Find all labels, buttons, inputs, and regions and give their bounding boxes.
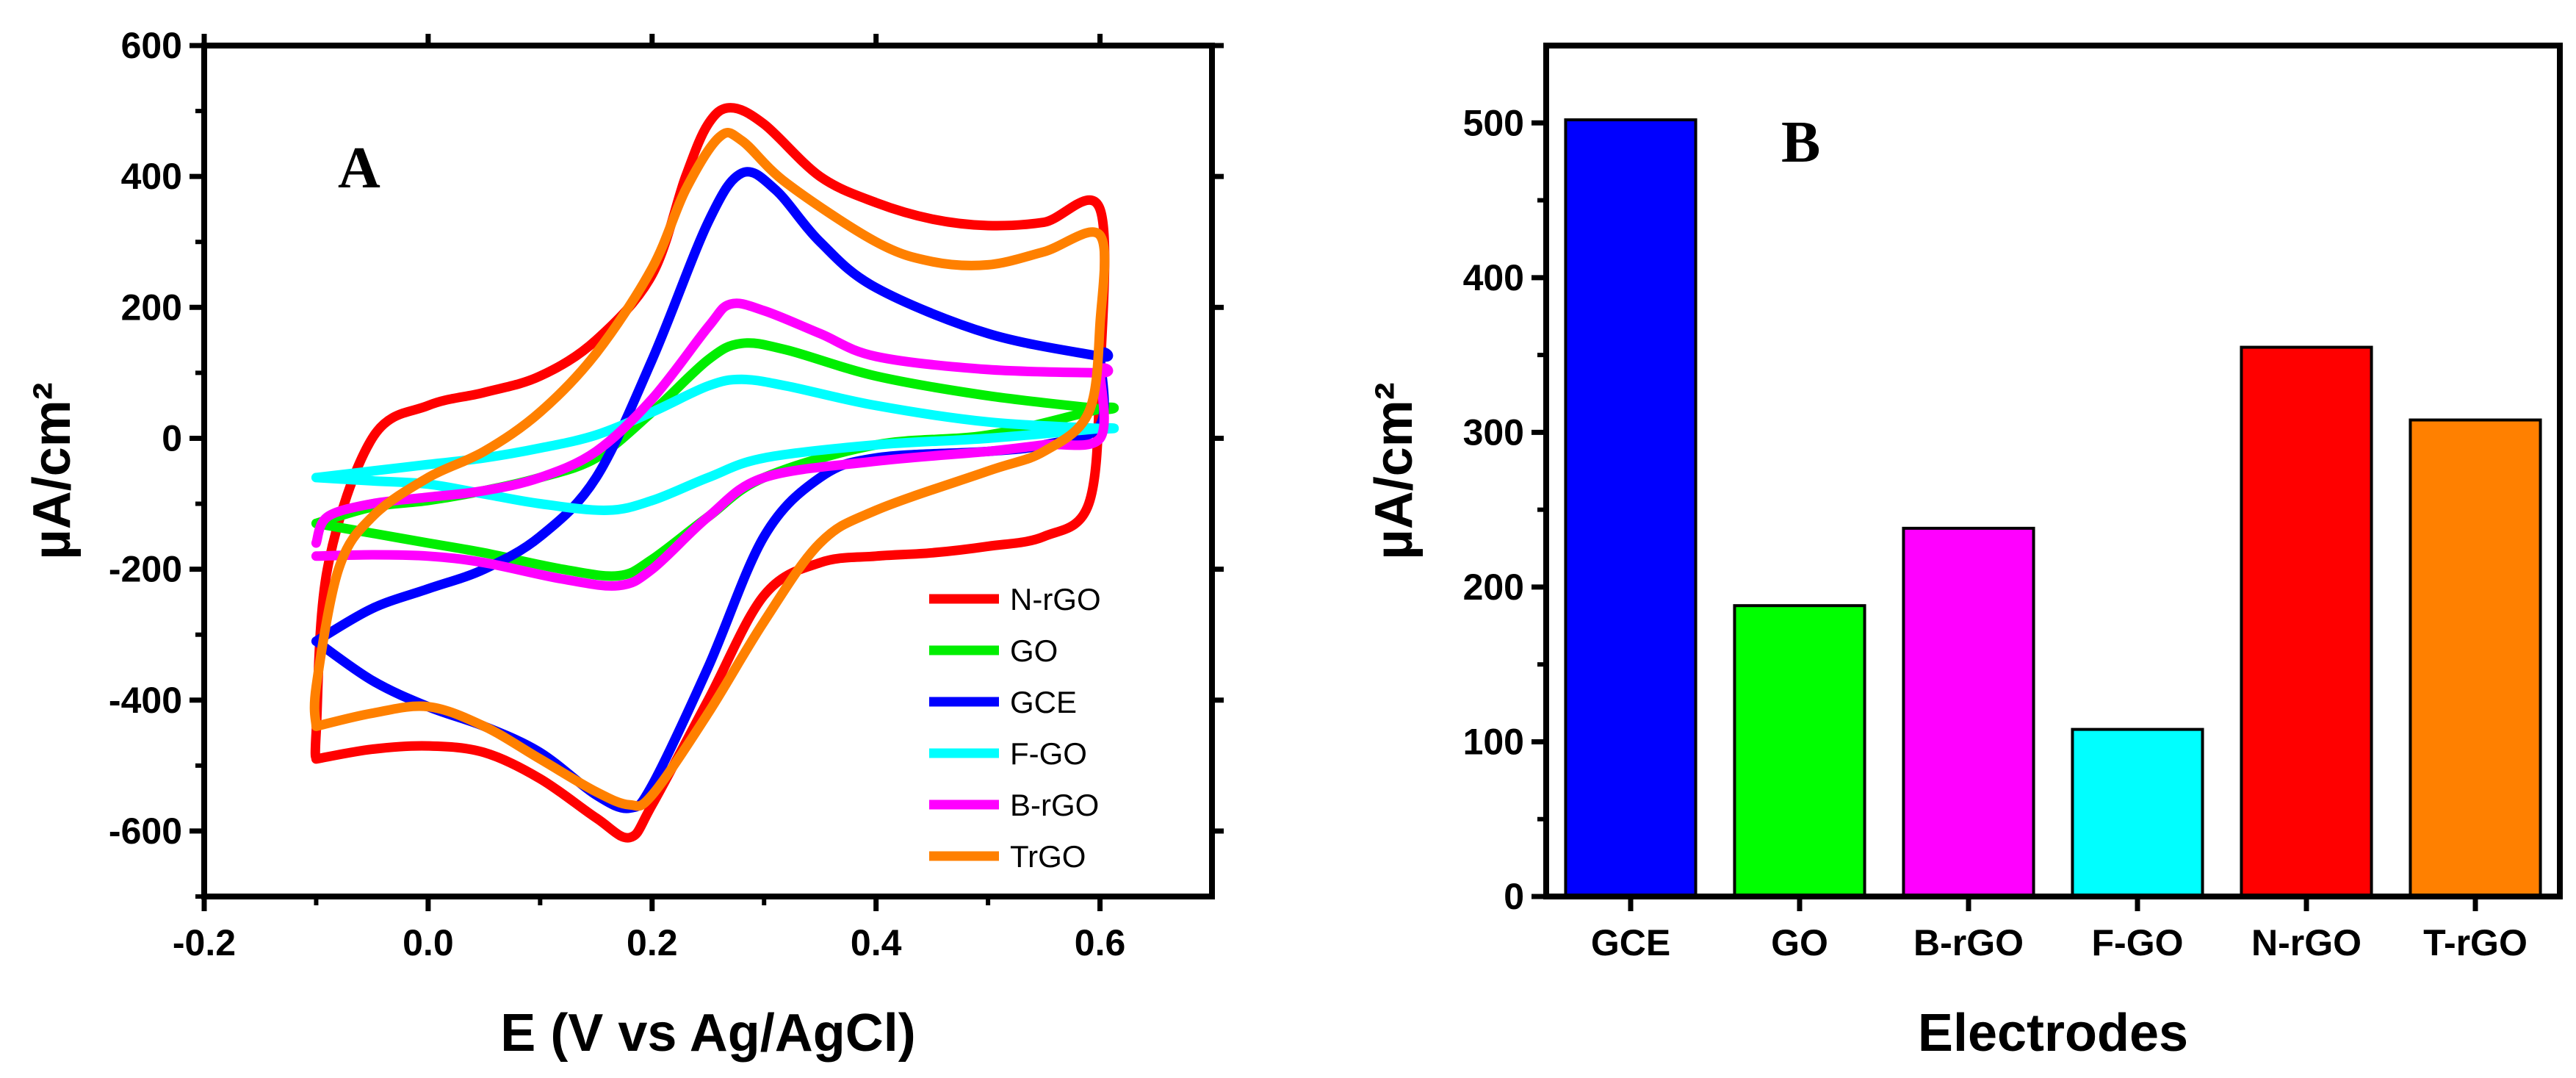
y-tick-label: 0 bbox=[162, 417, 182, 459]
y-tick-label: 400 bbox=[1463, 257, 1524, 298]
panel-a: -0.2 0.0 0.2 0.4 0.6 6004002000-200-400-600 … bbox=[23, 25, 1224, 1063]
x-tick-label: 0.6 bbox=[1075, 922, 1126, 963]
category-label-b-rgo: B-rGO bbox=[1913, 922, 2024, 963]
cv-curve-trgo bbox=[309, 128, 1110, 811]
y-tick-label: 300 bbox=[1463, 412, 1524, 453]
y-tick-label: 400 bbox=[121, 156, 182, 197]
panel-b-y-label: µA/cm² bbox=[1365, 382, 1424, 560]
bar-f-go bbox=[2071, 727, 2204, 898]
category-label-f-go: F-GO bbox=[2092, 922, 2184, 963]
panel-a-y-label: µA/cm² bbox=[23, 382, 82, 560]
legend-label-n-rgo: N-rGO bbox=[1010, 582, 1101, 617]
y-tick-label: 600 bbox=[121, 25, 182, 66]
category-label-t-rgo: T-rGO bbox=[2423, 922, 2528, 963]
x-tick-label: -0.2 bbox=[173, 922, 236, 963]
panel-a-x-ticks: -0.2 0.0 0.2 0.4 0.6 bbox=[173, 34, 1125, 963]
bar-gce bbox=[1564, 118, 1698, 899]
bar-n-rgo bbox=[2240, 345, 2373, 898]
y-tick-label: 500 bbox=[1463, 102, 1524, 143]
y-tick-label: -200 bbox=[109, 549, 182, 590]
y-tick-label: -600 bbox=[109, 811, 182, 852]
legend-label-b-rgo: B-rGO bbox=[1010, 788, 1099, 822]
x-tick-label: 0.4 bbox=[851, 922, 902, 963]
bar-b-rgo bbox=[1902, 526, 2035, 898]
bar-t-rgo bbox=[2409, 418, 2542, 898]
x-tick-label: 0.0 bbox=[403, 922, 454, 963]
panel-b-x-ticks: GCE GO B-rGO F-GO N-rGO T-rGO bbox=[1591, 896, 2528, 963]
panel-a-letter: A bbox=[338, 136, 380, 201]
cv-curves bbox=[309, 103, 1119, 843]
panel-b: GCE GO B-rGO F-GO N-rGO T-rGO 500 400 300 200 100… bbox=[1365, 43, 2563, 1063]
panel-b-letter: B bbox=[1781, 110, 1820, 175]
y-tick-label: 0 bbox=[1504, 876, 1524, 917]
panel-b-x-label: Electrodes bbox=[1918, 1004, 2188, 1063]
bar-go bbox=[1733, 604, 1866, 898]
panel-b-y-ticks: 500 400 300 200 100 0 bbox=[1463, 102, 1546, 917]
panel-a-legend: N-rGO GO GCE F-GO B-rGO TrGO bbox=[929, 582, 1101, 874]
legend-label-go: GO bbox=[1010, 633, 1058, 668]
legend-label-trgo: TrGO bbox=[1010, 839, 1086, 874]
panel-b-frame bbox=[1543, 43, 2563, 899]
y-tick-label: 200 bbox=[121, 287, 182, 328]
bar-series bbox=[1564, 118, 2542, 899]
panel-a-y-ticks: 600 400 200 0 -200 -400 -600 bbox=[109, 25, 1224, 899]
category-label-gce: GCE bbox=[1591, 922, 1670, 963]
y-tick-label: 200 bbox=[1463, 567, 1524, 608]
y-tick-label: 100 bbox=[1463, 721, 1524, 762]
category-label-go: GO bbox=[1771, 922, 1828, 963]
cv-curve-n-rgo bbox=[310, 103, 1110, 843]
panel-a-x-label: E (V vs Ag/AgCl) bbox=[500, 1004, 915, 1063]
legend-label-gce: GCE bbox=[1010, 685, 1077, 719]
legend-label-f-go: F-GO bbox=[1010, 736, 1087, 771]
panel-a-frame bbox=[201, 43, 1215, 899]
x-tick-label: 0.2 bbox=[627, 922, 678, 963]
category-label-n-rgo: N-rGO bbox=[2251, 922, 2362, 963]
y-tick-label: -400 bbox=[109, 680, 182, 721]
